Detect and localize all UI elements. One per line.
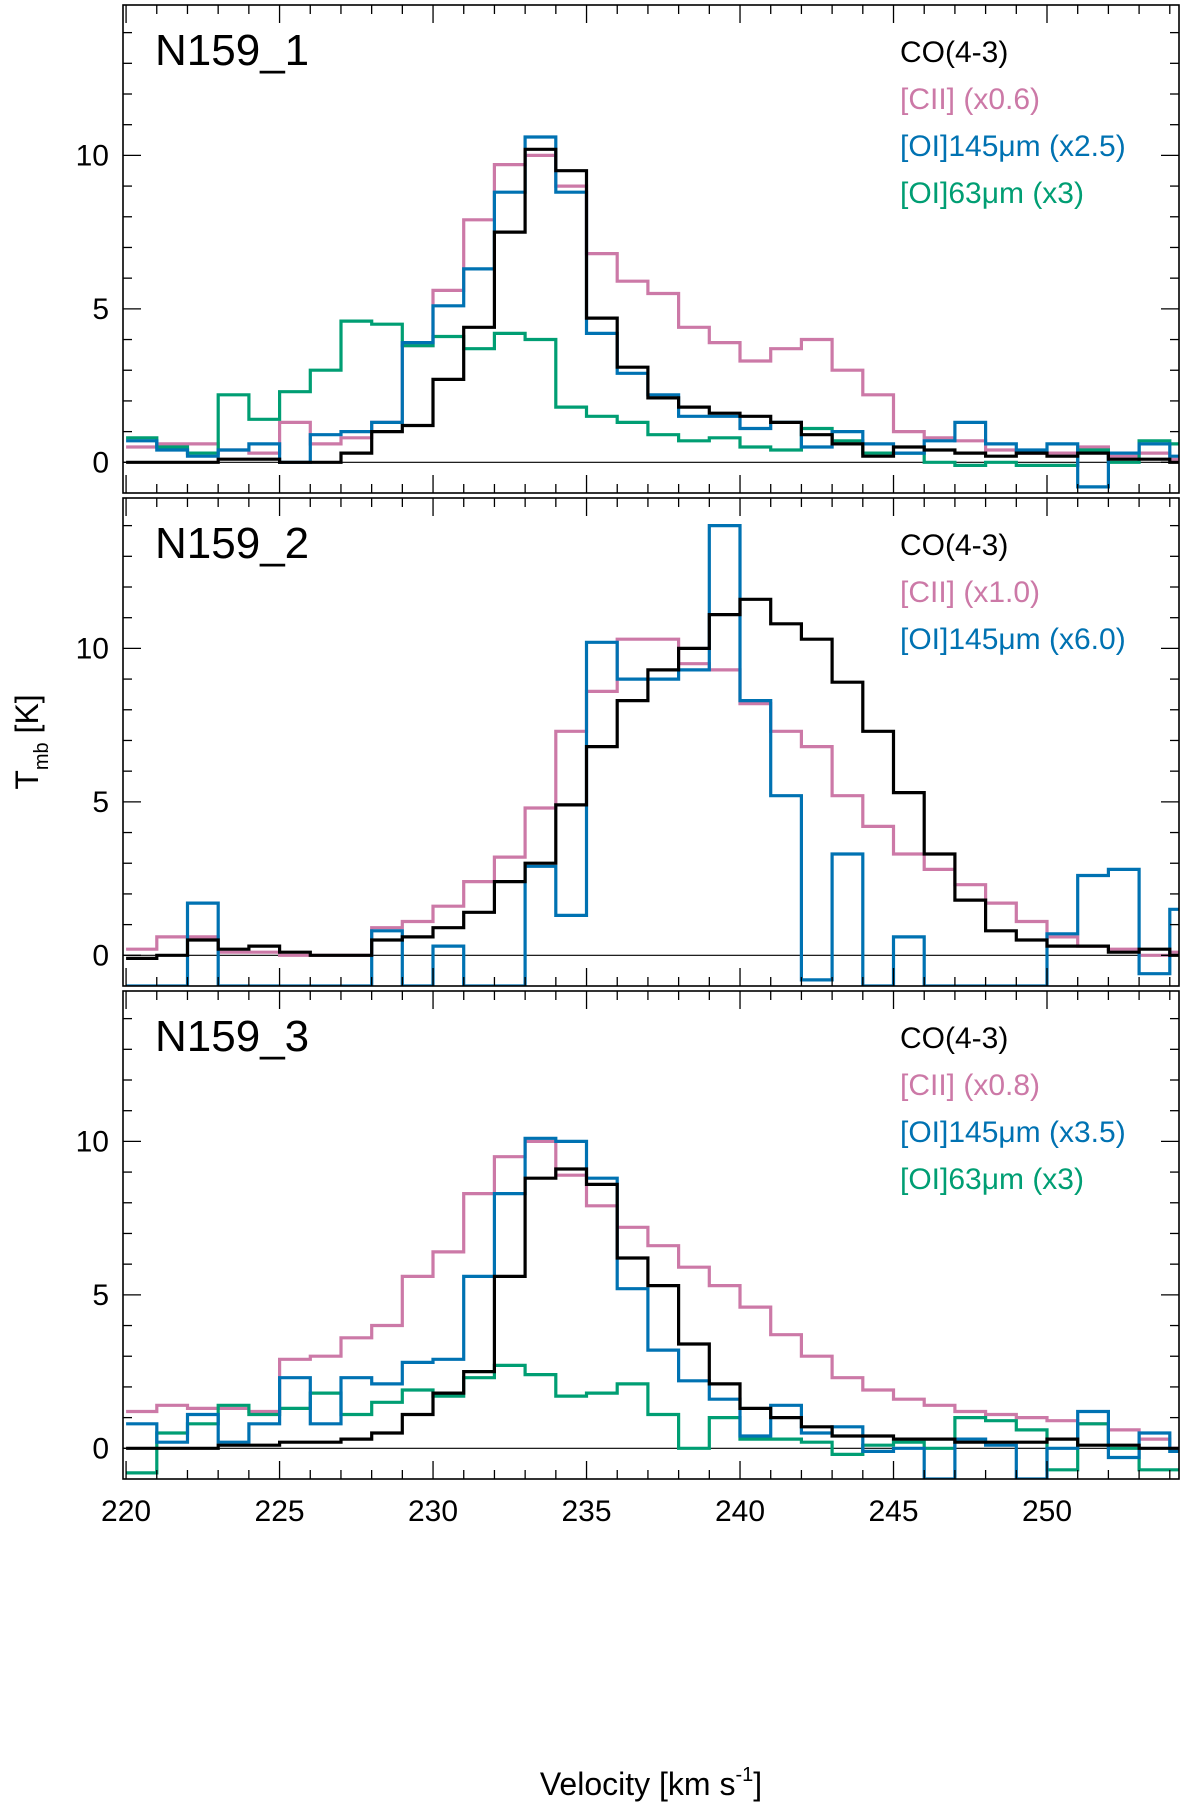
legend-entry: CO(4-3) <box>900 1022 1008 1055</box>
y-tick-label: 10 <box>76 139 109 172</box>
legend-entry: [CII] (x1.0) <box>900 576 1040 609</box>
x-tick-label: 230 <box>408 1495 458 1528</box>
panels-layer: 0 5 10 N159_1 CO(4-3) [CII] (x0.6) [OI]145μm (… <box>76 4 1180 1480</box>
series-co-4-3 <box>126 597 1179 960</box>
legend-entry: [CII] (x0.8) <box>900 1069 1040 1102</box>
panel-3: 0 5 10 N159_3 CO(4-3) [CII] (x0.8) [OI]145μm (… <box>76 990 1180 1480</box>
y-tick-label: 10 <box>76 1125 109 1158</box>
legend-entry: [CII] (x0.6) <box>900 83 1040 116</box>
legend-entry: CO(4-3) <box>900 36 1008 69</box>
panel-title: N159_3 <box>155 1012 309 1061</box>
panel-frame <box>122 990 1180 1480</box>
y-tick-label: 5 <box>92 1279 109 1312</box>
x-tick-label: 250 <box>1022 1495 1072 1528</box>
panel-frame <box>122 497 1180 987</box>
x-tick-label: 225 <box>255 1495 305 1528</box>
x-tick-label: 220 <box>101 1495 151 1528</box>
y-tick-label: 5 <box>92 786 109 819</box>
series-cii-x0-6 <box>126 153 1179 461</box>
panel-1: 0 5 10 N159_1 CO(4-3) [CII] (x0.6) [OI]145μm (… <box>76 4 1180 494</box>
panel-2: 0 5 10 N159_2 CO(4-3) [CII] (x1.0) [OI]145μm (… <box>76 497 1180 987</box>
panel-title: N159_2 <box>155 519 309 568</box>
legend-entry: [OI]145μm (x2.5) <box>900 130 1126 163</box>
legend-entry: [OI]63μm (x3) <box>900 1163 1084 1196</box>
y-tick-label: 0 <box>92 939 109 972</box>
y-tick-label: 0 <box>92 1432 109 1465</box>
series-cii-x1-0 <box>126 637 1179 957</box>
y-tick-label: 10 <box>76 632 109 665</box>
y-tick-label: 5 <box>92 293 109 326</box>
y-tick-label: 0 <box>92 446 109 479</box>
x-tick-label: 245 <box>868 1495 918 1528</box>
legend-entry: CO(4-3) <box>900 529 1008 562</box>
x-axis: 220 225 230 235 240 245 250 <box>101 1495 1072 1528</box>
axis-labels: Velocity [km s-1] Tmb [K] <box>9 694 762 1802</box>
series-oi-145-m-x3-5 <box>126 1136 1179 1479</box>
panel-frame <box>122 4 1180 494</box>
x-axis-label: Velocity [km s-1] <box>540 1764 762 1802</box>
series-co-4-3 <box>126 1167 1179 1450</box>
legend-entry: [OI]145μm (x6.0) <box>900 623 1126 656</box>
x-tick-label: 235 <box>562 1495 612 1528</box>
y-axis-label: Tmb [K] <box>9 694 53 789</box>
legend-entry: [OI]63μm (x3) <box>900 177 1084 210</box>
series-cii-x0-8 <box>126 1139 1179 1450</box>
series-oi-63-m-x3 <box>126 319 1179 467</box>
series-co-4-3 <box>126 147 1179 464</box>
x-tick-label: 240 <box>715 1495 765 1528</box>
legend-entry: [OI]145μm (x3.5) <box>900 1116 1126 1149</box>
panel-title: N159_1 <box>155 26 309 75</box>
